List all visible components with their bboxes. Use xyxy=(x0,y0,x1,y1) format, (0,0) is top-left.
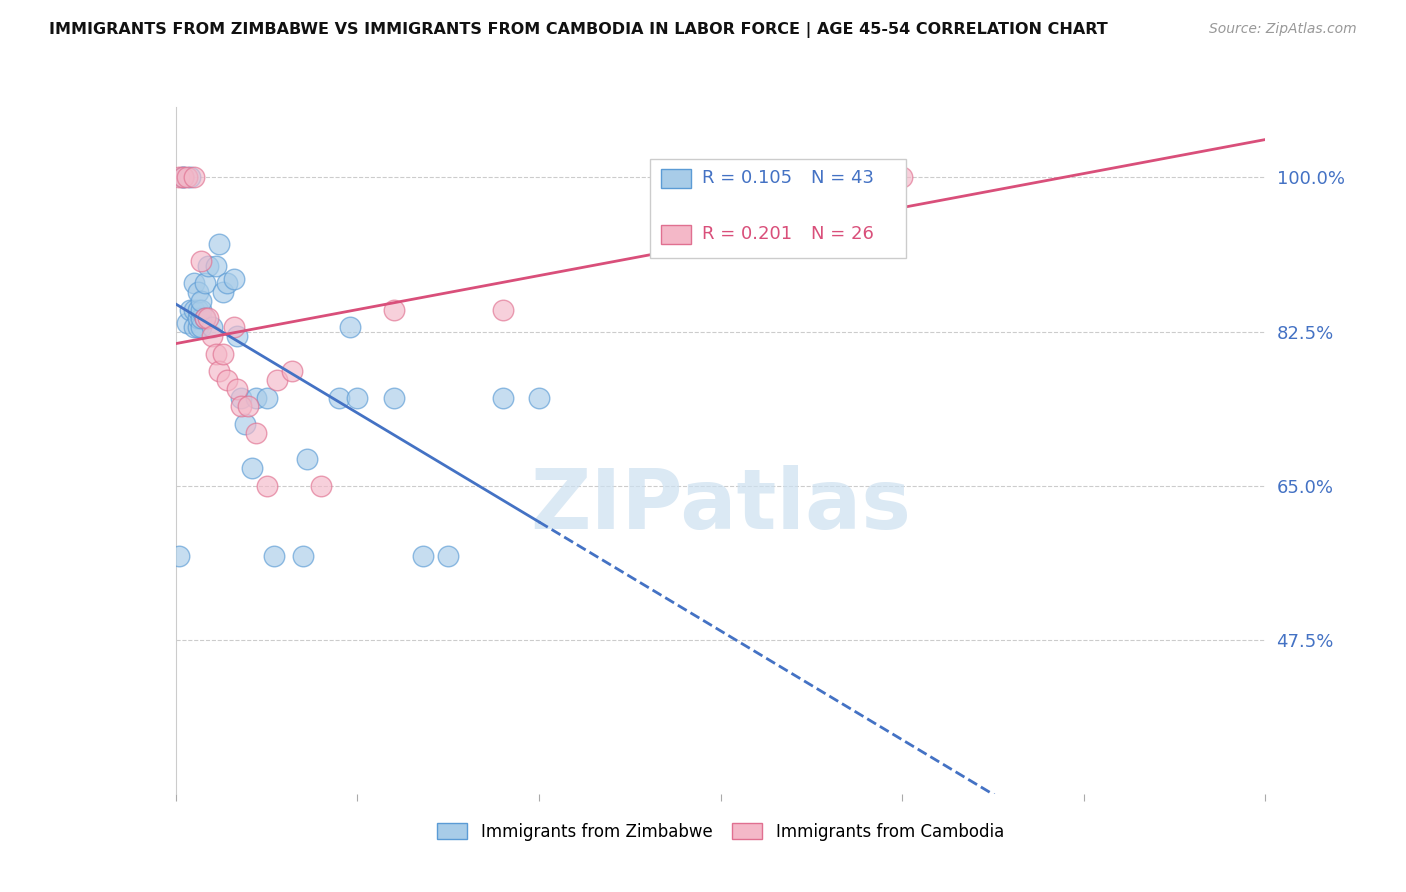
Point xyxy=(169,170,191,185)
Point xyxy=(382,391,405,405)
Point xyxy=(238,400,260,414)
Point xyxy=(194,311,217,326)
Text: R = 0.105: R = 0.105 xyxy=(702,169,792,186)
Text: R = 0.201: R = 0.201 xyxy=(702,225,792,244)
Text: N = 26: N = 26 xyxy=(811,225,875,244)
FancyBboxPatch shape xyxy=(650,159,905,258)
Point xyxy=(222,320,245,334)
FancyBboxPatch shape xyxy=(661,225,692,244)
Point xyxy=(183,276,205,290)
Point xyxy=(179,170,201,185)
Point xyxy=(492,302,515,317)
Point xyxy=(190,320,212,334)
Point xyxy=(176,170,198,185)
Text: ZIPatlas: ZIPatlas xyxy=(530,465,911,546)
Point xyxy=(179,302,201,317)
Point xyxy=(855,170,877,185)
Point xyxy=(169,549,191,563)
Point xyxy=(215,373,238,387)
Point xyxy=(204,259,226,273)
Point xyxy=(266,373,288,387)
Point xyxy=(215,276,238,290)
Point xyxy=(492,391,515,405)
Point xyxy=(212,346,235,360)
Point xyxy=(208,364,231,378)
Point xyxy=(291,549,314,563)
Point xyxy=(891,170,914,185)
Point xyxy=(226,329,249,343)
Point xyxy=(190,254,212,268)
Point xyxy=(204,346,226,360)
Text: N = 43: N = 43 xyxy=(811,169,875,186)
Point xyxy=(201,329,224,343)
Point xyxy=(231,400,253,414)
Point xyxy=(437,549,460,563)
Point xyxy=(231,391,253,405)
Point xyxy=(412,549,434,563)
Point xyxy=(226,382,249,396)
Point xyxy=(222,271,245,285)
Point xyxy=(190,311,212,326)
FancyBboxPatch shape xyxy=(661,169,692,188)
Point xyxy=(245,425,267,440)
Legend: Immigrants from Zimbabwe, Immigrants from Cambodia: Immigrants from Zimbabwe, Immigrants fro… xyxy=(430,816,1011,847)
Point xyxy=(256,478,278,492)
Text: IMMIGRANTS FROM ZIMBABWE VS IMMIGRANTS FROM CAMBODIA IN LABOR FORCE | AGE 45-54 : IMMIGRANTS FROM ZIMBABWE VS IMMIGRANTS F… xyxy=(49,22,1108,38)
Point xyxy=(208,236,231,251)
Point xyxy=(183,302,205,317)
Point xyxy=(186,311,209,326)
Point xyxy=(281,364,304,378)
Point xyxy=(339,320,361,334)
Point xyxy=(527,391,550,405)
Point xyxy=(328,391,350,405)
Point xyxy=(172,170,194,185)
Point xyxy=(309,478,332,492)
Point xyxy=(176,316,198,330)
Point xyxy=(346,391,368,405)
Point xyxy=(212,285,235,299)
Point xyxy=(782,170,804,185)
Point xyxy=(295,452,318,467)
Point xyxy=(186,320,209,334)
Point xyxy=(183,170,205,185)
Text: Source: ZipAtlas.com: Source: ZipAtlas.com xyxy=(1209,22,1357,37)
Point xyxy=(245,391,267,405)
Point xyxy=(197,259,219,273)
Point xyxy=(190,302,212,317)
Point xyxy=(183,320,205,334)
Point xyxy=(256,391,278,405)
Point xyxy=(194,311,217,326)
Point xyxy=(190,293,212,308)
Point xyxy=(233,417,256,431)
Point xyxy=(263,549,285,563)
Point xyxy=(201,320,224,334)
Point xyxy=(172,170,194,185)
Point xyxy=(240,461,263,475)
Point xyxy=(194,276,217,290)
Point xyxy=(186,285,209,299)
Point xyxy=(197,311,219,326)
Point xyxy=(172,170,194,185)
Point xyxy=(186,302,209,317)
Point xyxy=(382,302,405,317)
